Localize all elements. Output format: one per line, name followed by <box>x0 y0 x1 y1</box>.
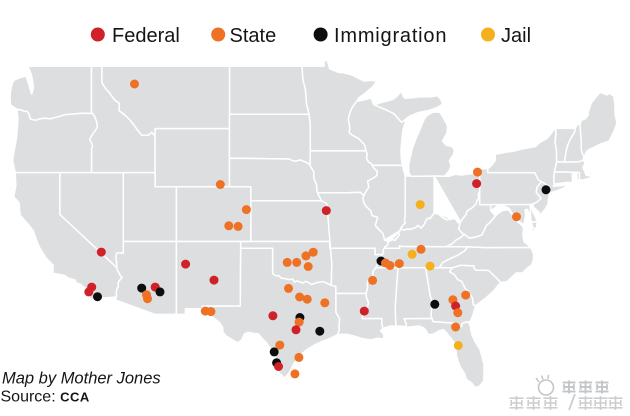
svg-text:Federal: Federal <box>112 25 180 47</box>
svg-text:Map by Mother Jones: Map by Mother Jones <box>2 370 161 388</box>
svg-text:Source: CCA: Source: CCA <box>1 389 90 406</box>
svg-text:Immigration: Immigration <box>334 25 447 47</box>
svg-text:State: State <box>230 25 277 47</box>
svg-text:Jail: Jail <box>501 25 531 47</box>
